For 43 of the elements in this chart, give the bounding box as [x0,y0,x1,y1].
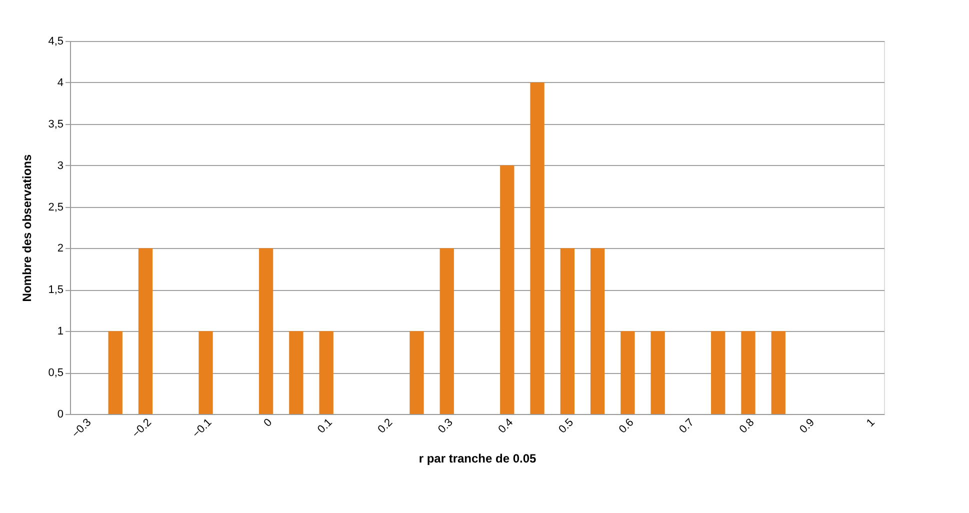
bar [530,82,544,414]
bar [289,331,304,414]
bar [108,331,122,414]
x-tick-label: 0.5 [556,416,576,436]
y-tick-label: 0,5 [48,367,64,380]
y-tick-label: 2 [57,242,64,255]
bar [319,331,334,414]
x-tick-label: 0.3 [436,416,456,436]
x-tick-label: 1 [864,416,878,430]
x-tick-label: 0.4 [496,416,516,436]
y-tick-label: 4 [57,76,64,89]
x-tick-label: −0.1 [190,416,214,440]
y-tick-label: 1 [57,326,64,338]
x-axis-title: r par tranche de 0.05 [418,452,537,466]
x-tick-label: 0.6 [616,416,636,436]
x-tick-label: 0 [262,416,275,430]
bar [560,248,574,414]
y-tick-label: 4,5 [48,36,64,48]
x-tick-label: 0.7 [677,416,696,436]
bar [258,248,274,414]
x-tick-label: 0.1 [316,416,335,436]
x-tick-label: 0.8 [737,416,757,436]
x-tick-label: −0.3 [70,416,94,440]
bar [500,165,514,414]
bar [590,248,605,414]
y-axis-title: Nombre des observations [20,154,34,302]
bar [410,331,424,414]
bar [711,331,726,414]
x-tick-label: 0.9 [798,416,817,436]
y-tick-label: 0 [57,408,64,420]
bar [198,331,213,414]
bar [650,331,665,414]
bar [620,331,635,414]
y-tick-label: 3 [57,160,64,172]
y-tick-label: 3,5 [48,118,64,130]
bar [771,331,786,414]
bar [440,248,454,414]
y-tick-label: 2,5 [48,201,64,214]
x-tick-label: 0.2 [376,416,396,436]
bar [138,248,153,414]
x-tick-label: −0.2 [130,416,154,440]
bar [741,331,756,414]
y-tick-label: 1,5 [48,284,64,296]
